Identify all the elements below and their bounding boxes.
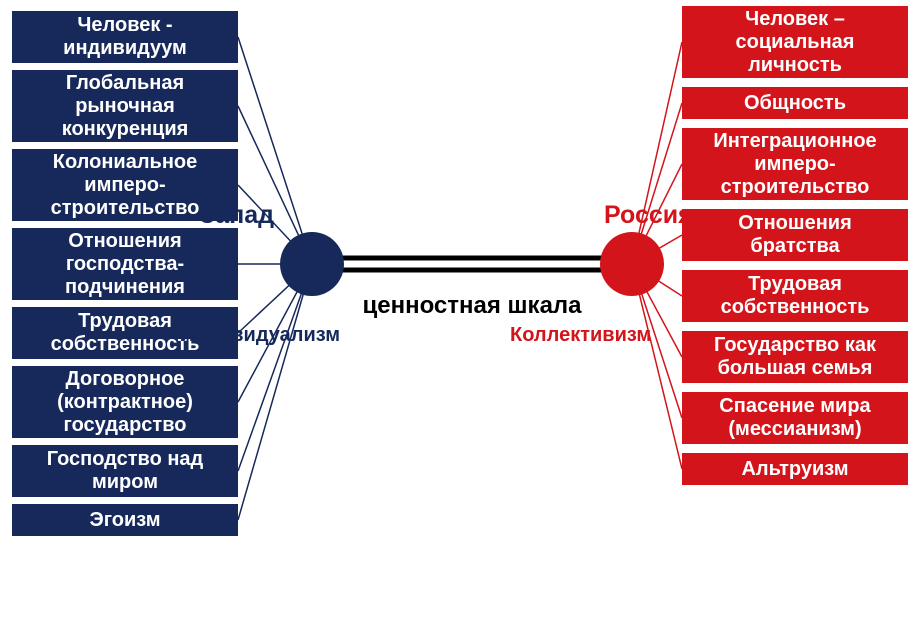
right-box-0: Человек – социальная личность: [682, 6, 908, 78]
left-box-0: Человек - индивидуум: [12, 11, 238, 63]
right-box-5: Государство как большая семья: [682, 331, 908, 383]
left-node-label: Запад: [200, 201, 274, 230]
right-box-3: Отношения братства: [682, 209, 908, 261]
right-box-1: Общность: [682, 87, 908, 119]
right-box-2: Интеграционное имперо- строительство: [682, 128, 908, 200]
right-box-6: Спасение мира (мессианизм): [682, 392, 908, 444]
left-box-1: Глобальная рыночная конкуренция: [12, 70, 238, 142]
right-sub-label: Коллективизм: [510, 324, 651, 347]
right-node: [600, 232, 664, 296]
left-box-7: Эгоизм: [12, 504, 238, 536]
diagram-canvas: Человек - индивидуум Глобальная рыночная …: [0, 0, 923, 625]
axis-label: ценностная шкала: [362, 292, 581, 320]
right-node-label: Россия: [604, 201, 693, 230]
left-sub-label: Индивидуализм: [180, 324, 340, 347]
left-box-5: Договорное (контрактное) государство: [12, 366, 238, 438]
left-box-6: Господство над миром: [12, 445, 238, 497]
left-node: [280, 232, 344, 296]
right-box-4: Трудовая собственность: [682, 270, 908, 322]
left-box-3: Отношения господства- подчинения: [12, 228, 238, 300]
right-box-7: Альтруизм: [682, 453, 908, 485]
